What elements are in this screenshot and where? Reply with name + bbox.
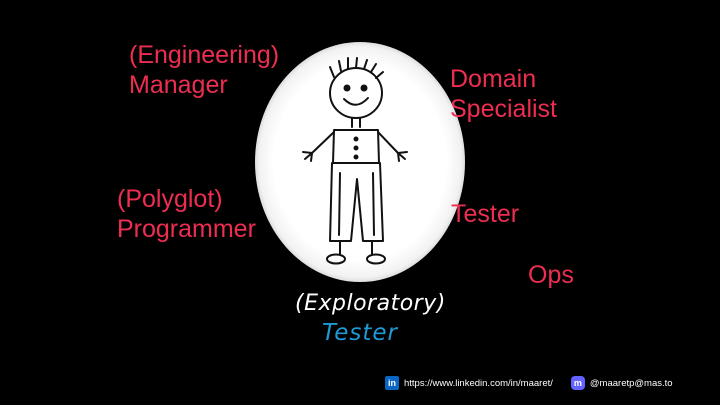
role-polyglot-programmer-line1: (Polyglot)	[117, 185, 223, 213]
role-domain-specialist: Domain Specialist	[450, 64, 557, 124]
mastodon-icon: m	[570, 376, 585, 390]
role-engineering-manager: (Engineering) Manager	[129, 40, 279, 100]
role-polyglot-programmer: (Polyglot) Programmer	[117, 184, 256, 244]
stick-figure-illustration	[302, 57, 408, 265]
role-domain-specialist-line2: Specialist	[450, 95, 557, 123]
role-engineering-manager-line2: Manager	[129, 71, 228, 99]
linkedin-url[interactable]: https://www.linkedin.com/in/maaret/	[404, 377, 553, 389]
role-domain-specialist-line1: Domain	[450, 65, 537, 93]
role-tester: Tester	[451, 200, 520, 228]
role-engineering-manager-line1: (Engineering)	[129, 41, 280, 69]
tester-label: Tester	[322, 320, 398, 346]
role-ops: Ops	[528, 261, 574, 289]
role-polyglot-programmer-line2: Programmer	[117, 215, 256, 243]
exploratory-label: (Exploratory)	[295, 291, 446, 316]
linkedin-icon: in	[385, 376, 399, 390]
mastodon-handle[interactable]: @maaretp@mas.to	[589, 377, 673, 389]
footer: in https://www.linkedin.com/in/maaret/ m…	[385, 375, 673, 391]
